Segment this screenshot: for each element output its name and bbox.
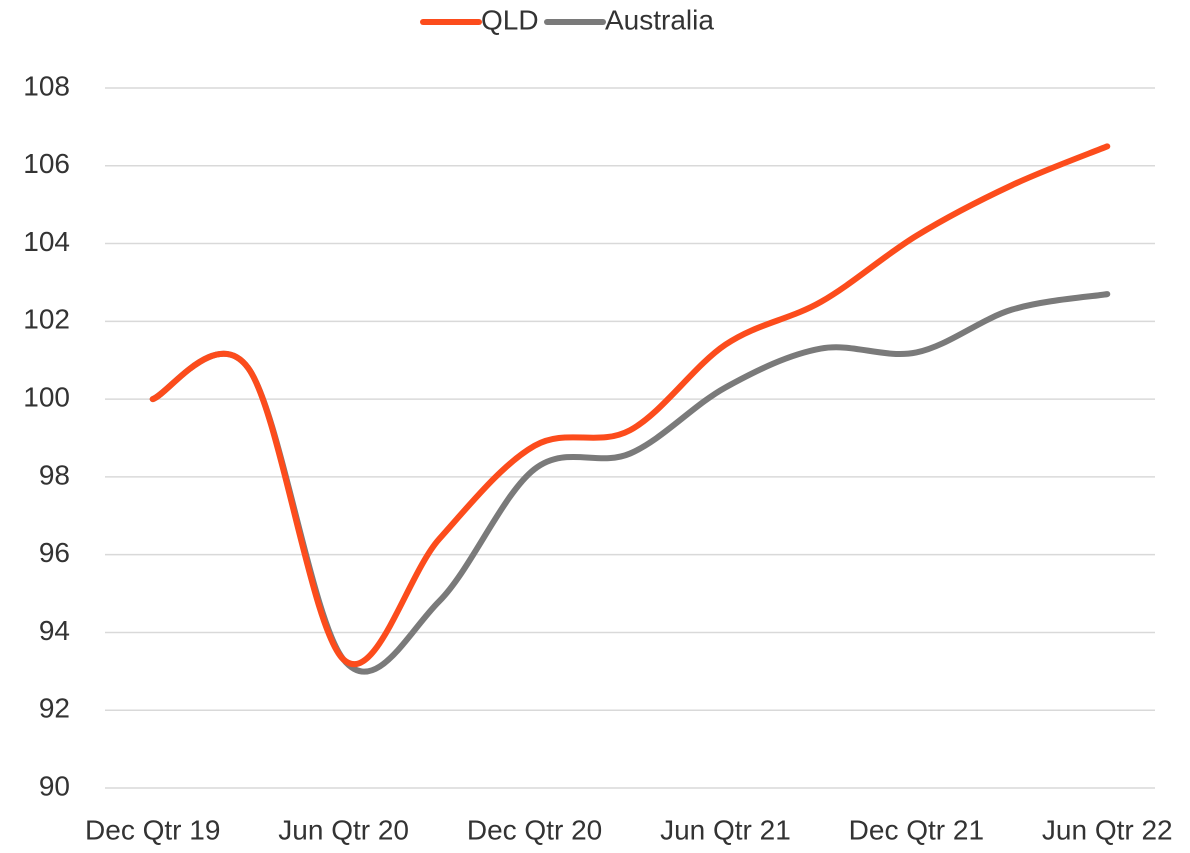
y-tick-label: 100 — [23, 382, 70, 413]
line-series — [149, 143, 1111, 668]
x-tick-label: Jun Qtr 22 — [1042, 814, 1173, 845]
line-series — [149, 291, 1111, 675]
y-tick-label: 92 — [39, 693, 70, 724]
x-tick-label: Dec Qtr 19 — [85, 814, 220, 845]
y-tick-label: 108 — [23, 70, 70, 101]
x-tick-label: Jun Qtr 20 — [278, 814, 409, 845]
legend-label: Australia — [605, 4, 714, 35]
y-tick-label: 90 — [39, 770, 70, 801]
y-tick-label: 106 — [23, 148, 70, 179]
x-tick-label: Dec Qtr 21 — [849, 814, 984, 845]
legend-label: QLD — [481, 4, 539, 35]
y-tick-label: 98 — [39, 459, 70, 490]
y-tick-label: 104 — [23, 226, 70, 257]
x-tick-label: Jun Qtr 21 — [660, 814, 791, 845]
x-tick-label: Dec Qtr 20 — [467, 814, 602, 845]
y-tick-label: 94 — [39, 615, 70, 646]
y-tick-label: 102 — [23, 304, 70, 335]
y-tick-label: 96 — [39, 537, 70, 568]
